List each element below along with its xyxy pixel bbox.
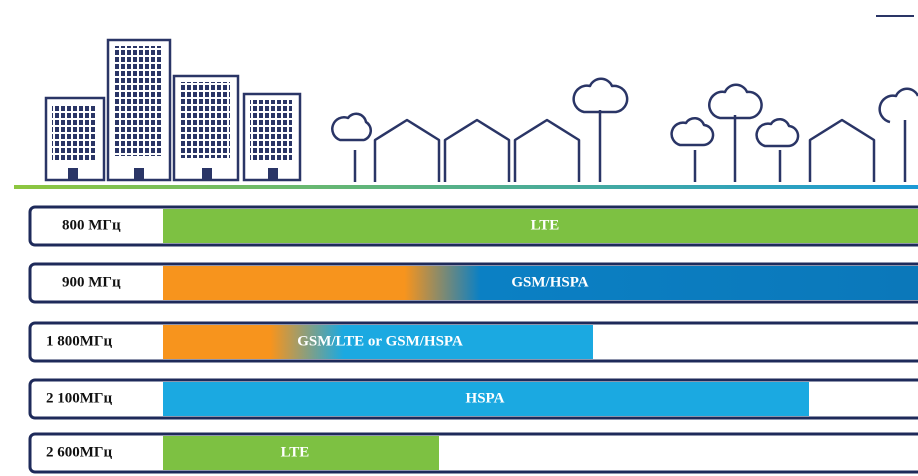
coverage-bar [163,382,809,416]
technology-label: GSM/HSPA [511,274,588,290]
row: 900 МГц GSM/HSPA [28,262,918,304]
coverage-bar [163,209,918,243]
technology-label: LTE [531,217,560,233]
coverage-bar [163,436,439,470]
technology-label: HSPA [466,390,505,406]
skyline-illustration [14,15,918,189]
band-label: 900 МГц [62,274,121,290]
row: 800 МГц LTE [28,205,918,247]
coverage-bar [163,325,593,359]
band-label: 2 100МГц [46,390,112,406]
band-label: 800 МГц [62,217,121,233]
coverage-bar [163,266,918,300]
row: 2 600МГц LTE [28,432,918,474]
technology-label: LTE [281,444,310,460]
row: 2 100МГц HSPA [28,378,918,420]
band-label: 2 600МГц [46,444,112,460]
row: 1 800МГц GSM/LTE or GSM/HSPA [28,321,918,363]
band-label: 1 800МГц [46,333,112,349]
technology-label: GSM/LTE or GSM/HSPA [297,333,463,349]
